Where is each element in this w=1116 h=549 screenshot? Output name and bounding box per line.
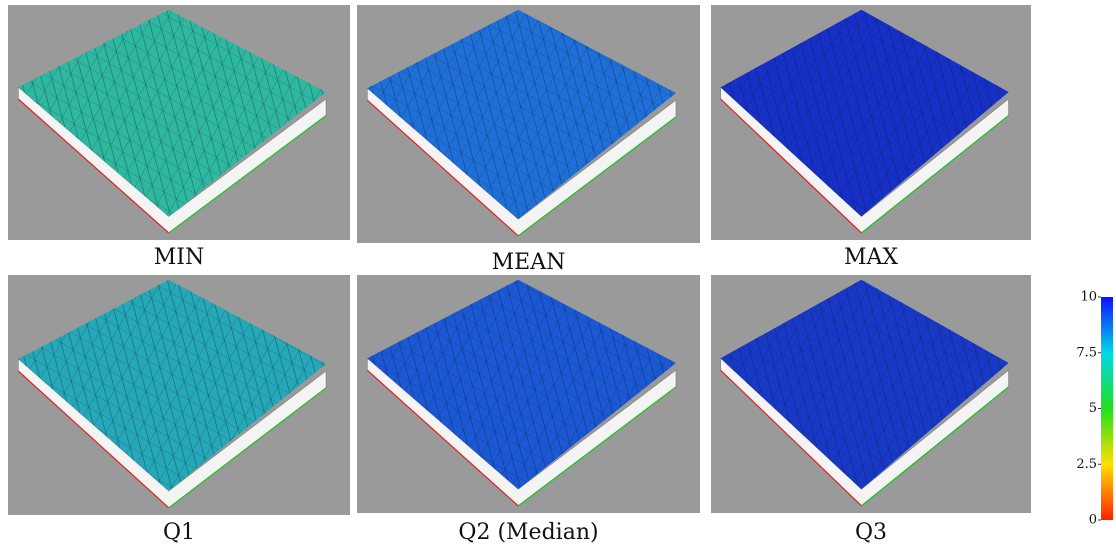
panel-label: Q2 (Median) [458,520,598,545]
colorbar-tick-label: 10 [1080,290,1097,305]
surface-plot [711,275,1031,513]
surface-plot [8,275,350,515]
colorbar-tick-label: 2.5 [1076,457,1097,472]
colorbar-tick-label: 0 [1089,513,1097,528]
surface-plot [357,5,700,243]
surface-plot [8,5,350,240]
figure: MIN MEAN MAX Q1 Q2 (Median) Q3 0 2.5 5 7.5 10 [0,0,1116,549]
surface-plot [711,5,1031,240]
surface-plot [357,275,700,513]
panel-label: Q3 [855,520,887,545]
panel-label: Q1 [163,520,195,545]
colorbar-tick-label: 5 [1089,401,1097,416]
panel-label: MIN [154,245,204,270]
colorbar-tick-label: 7.5 [1076,345,1097,360]
panel-label: MEAN [492,250,566,275]
colorbar [1101,297,1113,520]
panel-label: MAX [844,245,898,270]
